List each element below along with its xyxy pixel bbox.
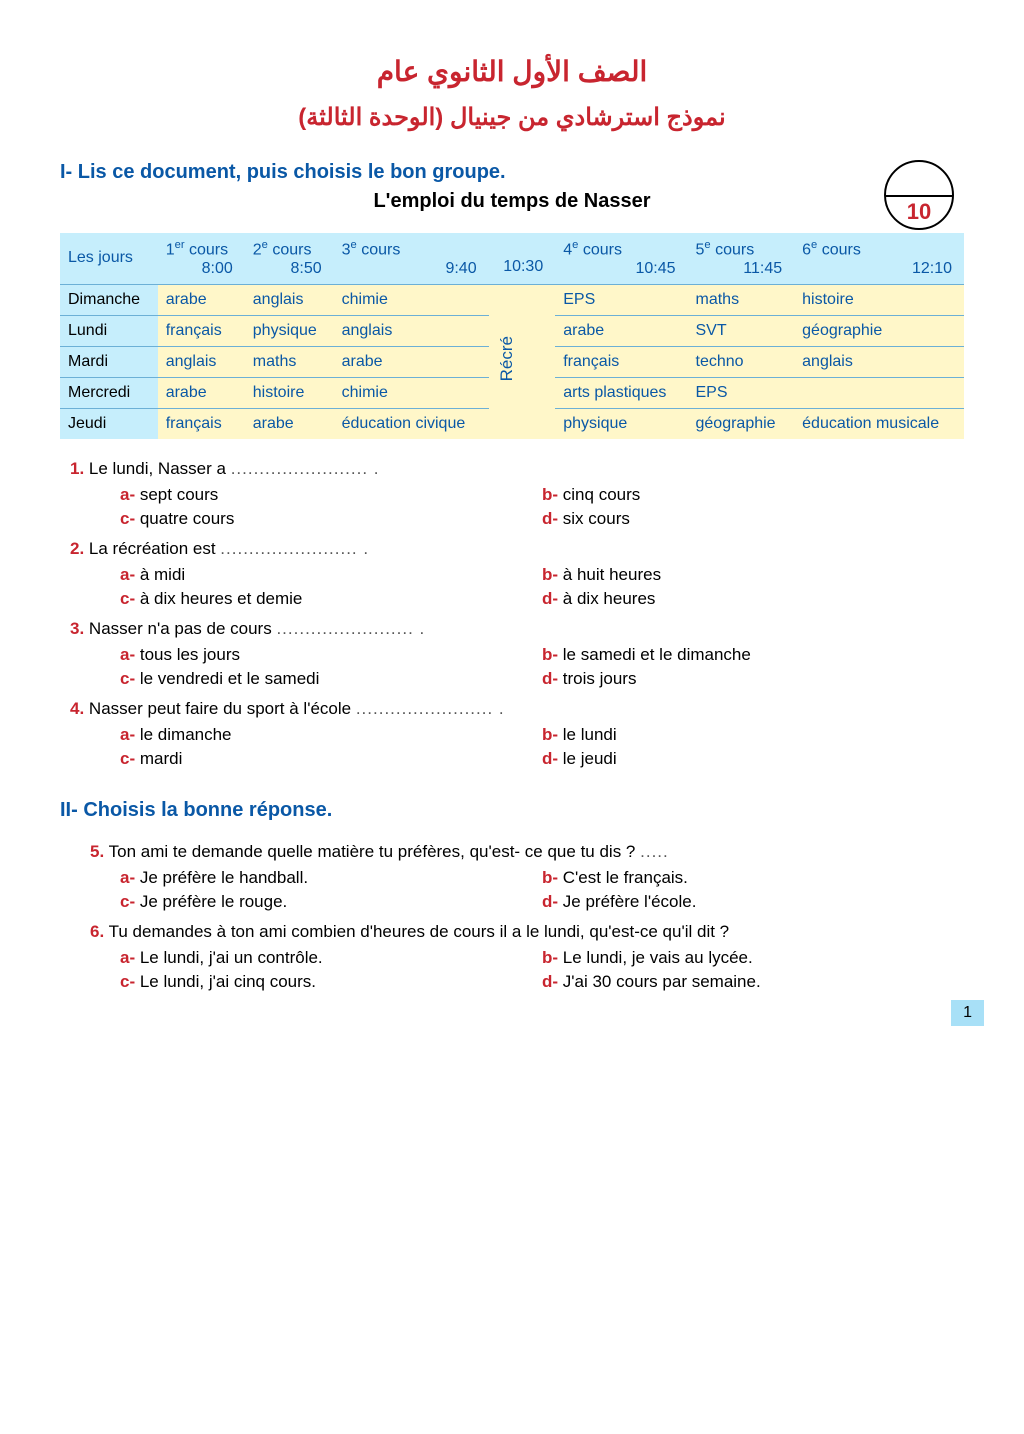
question: 4. Nasser peut faire du sport à l'école … bbox=[70, 699, 964, 719]
arabic-line1: الصف الأول الثانوي عام bbox=[60, 50, 964, 95]
cell: maths bbox=[688, 284, 795, 315]
header-col3: 3e cours9:40 bbox=[334, 233, 489, 284]
cell: chimie bbox=[334, 377, 489, 408]
option: d- J'ai 30 cours par semaine. bbox=[542, 972, 964, 992]
arabic-line2: نموذج استرشادي من جينيال (الوحدة الثالثة… bbox=[60, 99, 964, 137]
cell: maths bbox=[245, 346, 334, 377]
cell: arabe bbox=[158, 377, 245, 408]
option: c- Je préfère le rouge. bbox=[120, 892, 542, 912]
cell: histoire bbox=[794, 284, 964, 315]
cell: anglais bbox=[794, 346, 964, 377]
question: 3. Nasser n'a pas de cours .............… bbox=[70, 619, 964, 639]
timetable: Les jours 1er cours8:00 2e cours8:50 3e … bbox=[60, 233, 964, 438]
section1-subtitle: L'emploi du temps de Nasser bbox=[60, 190, 964, 213]
option: b- cinq cours bbox=[542, 485, 964, 505]
table-row: Dimanche arabe anglais chimie Récré EPS … bbox=[60, 284, 964, 315]
option: d- à dix heures bbox=[542, 589, 964, 609]
option: a- à midi bbox=[120, 565, 542, 585]
cell: français bbox=[555, 346, 687, 377]
option: a- Le lundi, j'ai un contrôle. bbox=[120, 948, 542, 968]
question: 5. Ton ami te demande quelle matière tu … bbox=[90, 842, 964, 862]
option: c- mardi bbox=[120, 749, 542, 769]
section1-title: I- Lis ce document, puis choisis le bon … bbox=[60, 161, 964, 184]
cell: SVT bbox=[688, 315, 795, 346]
header-col6: 6e cours12:10 bbox=[794, 233, 964, 284]
timetable-header-row: Les jours 1er cours8:00 2e cours8:50 3e … bbox=[60, 233, 964, 284]
cell: arabe bbox=[158, 284, 245, 315]
day-cell: Mercredi bbox=[60, 377, 158, 408]
recre-cell: Récré bbox=[489, 284, 556, 439]
header-col4: 4e cours10:45 bbox=[555, 233, 687, 284]
day-cell: Dimanche bbox=[60, 284, 158, 315]
cell: arabe bbox=[555, 315, 687, 346]
cell: anglais bbox=[334, 315, 489, 346]
option: d- six cours bbox=[542, 509, 964, 529]
cell: physique bbox=[245, 315, 334, 346]
cell: histoire bbox=[245, 377, 334, 408]
section2-title: II- Choisis la bonne réponse. bbox=[60, 799, 964, 822]
option: a- tous les jours bbox=[120, 645, 542, 665]
option: a- sept cours bbox=[120, 485, 542, 505]
cell: géographie bbox=[794, 315, 964, 346]
cell: anglais bbox=[245, 284, 334, 315]
option: b- Le lundi, je vais au lycée. bbox=[542, 948, 964, 968]
question: 1. Le lundi, Nasser a ..................… bbox=[70, 459, 964, 479]
cell: physique bbox=[555, 408, 687, 439]
cell: français bbox=[158, 315, 245, 346]
option: b- le lundi bbox=[542, 725, 964, 745]
day-cell: Jeudi bbox=[60, 408, 158, 439]
header-day: Les jours bbox=[60, 233, 158, 284]
header-col2: 2e cours8:50 bbox=[245, 233, 334, 284]
cell: chimie bbox=[334, 284, 489, 315]
day-cell: Lundi bbox=[60, 315, 158, 346]
day-cell: Mardi bbox=[60, 346, 158, 377]
cell: arabe bbox=[334, 346, 489, 377]
question: 2. La récréation est ...................… bbox=[70, 539, 964, 559]
option: a- le dimanche bbox=[120, 725, 542, 745]
cell: arts plastiques bbox=[555, 377, 687, 408]
option: c- Le lundi, j'ai cinq cours. bbox=[120, 972, 542, 992]
option: c- le vendredi et le samedi bbox=[120, 669, 542, 689]
questions-block-2: 5. Ton ami te demande quelle matière tu … bbox=[60, 842, 964, 992]
cell: EPS bbox=[688, 377, 795, 408]
option: d- Je préfère l'école. bbox=[542, 892, 964, 912]
option: b- C'est le français. bbox=[542, 868, 964, 888]
cell: EPS bbox=[555, 284, 687, 315]
option: d- trois jours bbox=[542, 669, 964, 689]
option: a- Je préfère le handball. bbox=[120, 868, 542, 888]
cell: éducation civique bbox=[334, 408, 489, 439]
score-circle: 10 bbox=[884, 160, 954, 230]
cell: éducation musicale bbox=[794, 408, 964, 439]
header-col-break: 10:30 bbox=[489, 233, 556, 284]
header-col5: 5e cours11:45 bbox=[688, 233, 795, 284]
page-number: 1 bbox=[951, 1000, 984, 1026]
cell: géographie bbox=[688, 408, 795, 439]
option: b- à huit heures bbox=[542, 565, 964, 585]
score-value: 10 bbox=[907, 199, 931, 225]
cell: arabe bbox=[245, 408, 334, 439]
option: c- quatre cours bbox=[120, 509, 542, 529]
option: c- à dix heures et demie bbox=[120, 589, 542, 609]
option: d- le jeudi bbox=[542, 749, 964, 769]
option: b- le samedi et le dimanche bbox=[542, 645, 964, 665]
header-col1: 1er cours8:00 bbox=[158, 233, 245, 284]
cell bbox=[794, 377, 964, 408]
question: 6. Tu demandes à ton ami combien d'heure… bbox=[90, 922, 964, 942]
questions-block-1: 1. Le lundi, Nasser a ..................… bbox=[60, 459, 964, 769]
cell: français bbox=[158, 408, 245, 439]
arabic-header: الصف الأول الثانوي عام نموذج استرشادي من… bbox=[60, 50, 964, 137]
cell: anglais bbox=[158, 346, 245, 377]
cell: techno bbox=[688, 346, 795, 377]
